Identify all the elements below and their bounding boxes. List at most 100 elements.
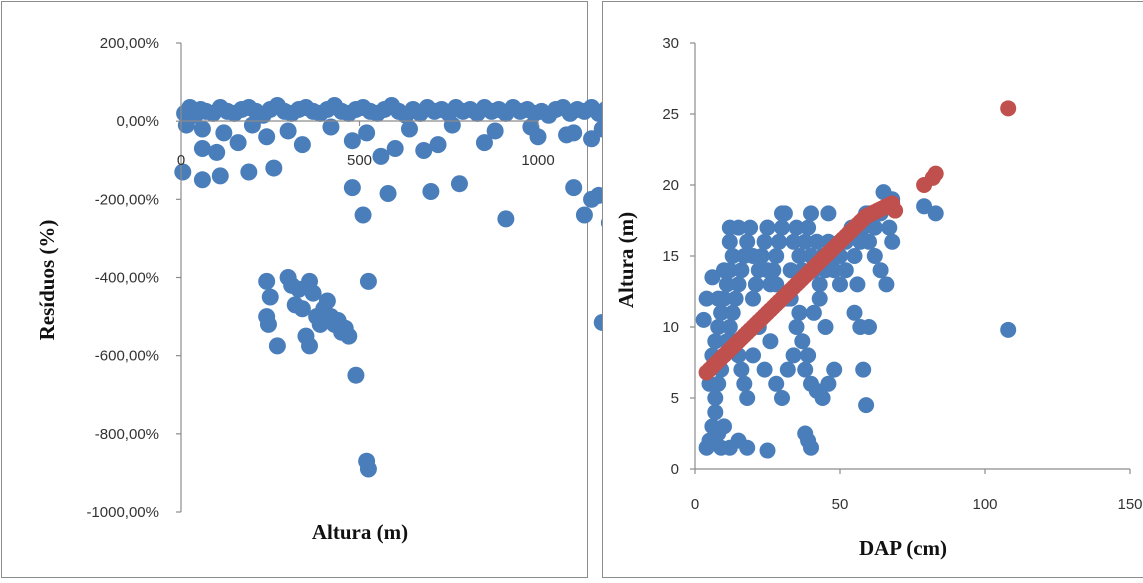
residual-point [215, 124, 233, 142]
observed-point [745, 290, 761, 307]
residual-point [193, 140, 211, 158]
height-dap-chart: 0 5 10 15 20 25 30 0 50 100 150 DAP (cm) Altura (… [614, 35, 1143, 560]
residual-point [343, 132, 361, 150]
observed-point [805, 304, 822, 321]
observed-point [762, 333, 779, 350]
residuals-x-ticks: 0 500 1000 [177, 121, 555, 169]
observed-point [861, 233, 877, 250]
fitted-point [927, 165, 944, 182]
observed-point [861, 319, 877, 335]
observed-point [846, 304, 863, 321]
observed-point [768, 375, 785, 392]
residual-point [565, 179, 583, 197]
observed-point [756, 361, 773, 378]
observed-point [884, 233, 901, 250]
observed-point [927, 205, 944, 222]
residual-point [258, 128, 276, 146]
observed-point [794, 333, 811, 350]
residual-point [258, 272, 276, 290]
residual-point [379, 184, 397, 202]
observed-point [707, 390, 724, 406]
observed-point [811, 290, 828, 307]
observed-point [739, 439, 756, 456]
observed-point [716, 262, 732, 279]
observed-point [872, 262, 889, 279]
y-tick-label: -200,00% [95, 191, 159, 208]
observed-point [739, 233, 756, 250]
observed-point [745, 347, 761, 364]
observed-point [800, 347, 817, 364]
observed-point [846, 248, 863, 264]
observed-point [774, 205, 790, 222]
observed-point [724, 304, 741, 321]
observed-point [797, 361, 814, 378]
x-tick-label: 500 [347, 152, 372, 169]
y-tick-label: -800,00% [95, 426, 159, 443]
residual-point [301, 337, 319, 355]
residual-point [243, 116, 261, 134]
observed-point [779, 361, 796, 378]
height-dap-y-axis-title: Altura (m) [614, 212, 638, 308]
residual-point [229, 134, 247, 152]
observed-point [718, 276, 735, 293]
observed-point [730, 219, 747, 236]
residual-point [347, 366, 365, 384]
fitted-point [887, 202, 904, 219]
residual-point [240, 163, 258, 181]
residual-point [422, 183, 440, 201]
residual-point [497, 210, 515, 228]
height-dap-chart-panel: 0 5 10 15 20 25 30 0 50 100 150 DAP (cm) Altura (… [602, 1, 1143, 578]
residual-point [400, 120, 418, 138]
observed-point [759, 442, 776, 459]
y-tick-label: -400,00% [95, 270, 159, 287]
observed-point [826, 361, 843, 378]
residual-point [359, 460, 377, 478]
observed-point [803, 439, 819, 456]
observed-point [1000, 321, 1017, 338]
observed-point [820, 375, 837, 392]
observed-point [811, 276, 828, 293]
observed-point [881, 219, 898, 236]
residual-point [193, 120, 211, 138]
observed-point [724, 248, 741, 264]
y-tick-label: 20 [662, 177, 679, 194]
observed-point [858, 397, 875, 414]
residual-point [268, 337, 286, 355]
residual-point [293, 136, 311, 154]
residual-point [322, 118, 340, 136]
observed-point [803, 205, 819, 222]
observed-point [707, 333, 724, 350]
residual-point [343, 179, 361, 197]
x-tick-label: 50 [832, 496, 849, 513]
x-tick-label: 100 [972, 496, 997, 513]
residual-point [304, 284, 322, 302]
observed-point [800, 219, 817, 236]
observed-point [788, 319, 805, 335]
height-dap-x-axis-title: DAP (cm) [859, 536, 947, 560]
observed-point [878, 276, 895, 293]
height-dap-x-ticks: 0 50 100 150 [691, 469, 1143, 513]
observed-point [727, 290, 744, 307]
x-tick-label: 1000 [521, 152, 554, 169]
observed-point [710, 290, 727, 307]
observed-point [713, 304, 730, 321]
residual-point [583, 130, 601, 148]
observed-point [695, 311, 712, 328]
observed-point [742, 219, 759, 236]
observed-point [832, 276, 848, 293]
residual-point [193, 171, 211, 189]
residual-point [265, 159, 283, 177]
observed-point [721, 319, 738, 335]
residual-point [174, 163, 192, 181]
observed-point [698, 290, 715, 307]
height-dap-y-ticks: 0 5 10 15 20 25 30 [662, 35, 695, 478]
residual-point [450, 175, 468, 193]
observed-point [759, 262, 776, 279]
observed-point [716, 418, 732, 435]
residual-point [318, 292, 336, 310]
observed-point [808, 233, 825, 250]
residual-point [429, 136, 447, 154]
residual-point [279, 122, 297, 140]
observed-point [826, 262, 843, 279]
observed-point [774, 219, 790, 236]
